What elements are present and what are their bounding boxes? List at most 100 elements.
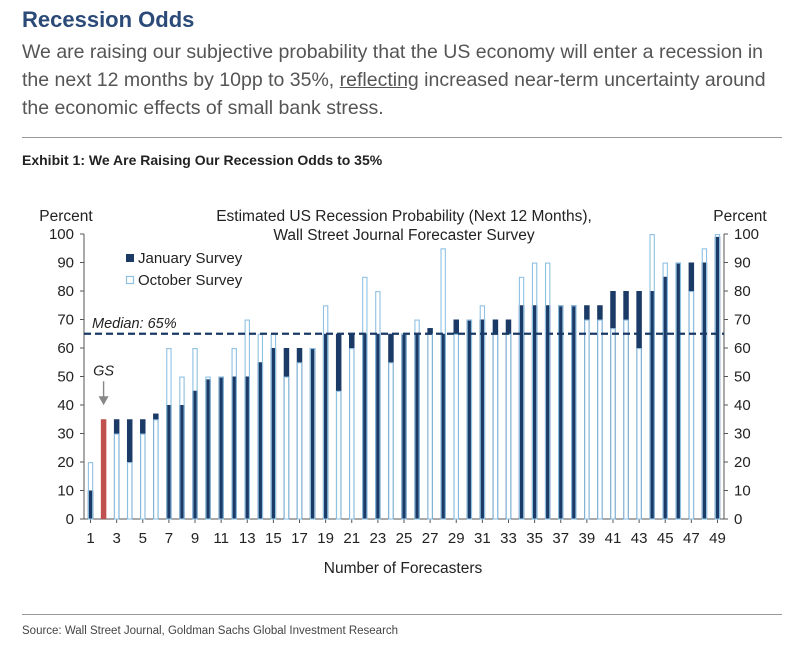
- x-tick-label: 15: [265, 530, 282, 547]
- january-bar: [375, 333, 381, 519]
- october-bar: [714, 234, 721, 520]
- y-tick-label-left: 20: [57, 454, 74, 471]
- y-tick-label-left: 90: [57, 255, 74, 272]
- october-bar: [610, 328, 616, 520]
- x-tick-label: 17: [291, 530, 308, 547]
- october-bar: [688, 291, 695, 520]
- january-bar: [205, 379, 211, 519]
- october-bar: [414, 319, 420, 520]
- intro-link-reflecting[interactable]: reflecting: [339, 69, 419, 91]
- october-bar: [675, 262, 681, 520]
- legend-label-january: January Survey: [138, 250, 243, 267]
- y-tick-label-right: 70: [734, 312, 751, 329]
- october-bar: [218, 376, 224, 520]
- october-bar: [153, 419, 159, 520]
- intro-text-end: increased near-term uncertainty around t…: [22, 69, 766, 119]
- y-tick-label-right: 100: [734, 226, 759, 243]
- x-tick-label: 43: [631, 530, 648, 547]
- x-tick-label: 11: [213, 530, 229, 547]
- january-bar: [649, 291, 655, 519]
- january-bar: [309, 348, 316, 519]
- y-tick-label-right: 60: [734, 340, 751, 357]
- bottom-divider: [22, 614, 782, 615]
- october-bar: [309, 348, 316, 520]
- october-bar: [192, 348, 198, 520]
- x-tick-label: 5: [139, 530, 147, 547]
- october-bar: [388, 362, 394, 520]
- y-tick-label-right: 0: [734, 511, 742, 528]
- january-bar: [87, 490, 94, 519]
- october-bar: [492, 333, 499, 520]
- october-bar: [636, 348, 642, 520]
- intro-paragraph: We are raising our subjective probabilit…: [22, 38, 792, 122]
- y-tick-label-right: 10: [734, 483, 751, 500]
- x-tick-label: 35: [526, 530, 543, 547]
- y-tick-label-left: 40: [57, 397, 74, 414]
- page-heading: Recession Odds: [22, 7, 195, 32]
- october-bar: [505, 333, 512, 520]
- y-tick-label-right: 50: [734, 369, 751, 386]
- x-tick-label: 27: [422, 530, 439, 547]
- october-bar: [113, 433, 120, 520]
- x-tick-label: 9: [191, 530, 199, 547]
- y-tick-label-left: 50: [57, 369, 74, 386]
- january-bar: [166, 405, 172, 519]
- october-bar: [322, 305, 329, 520]
- source-note: Source: Wall Street Journal, Goldman Sac…: [22, 625, 399, 637]
- legend-swatch-january: [126, 254, 134, 262]
- y-tick-label-right: 90: [734, 255, 751, 272]
- january-bar: [662, 276, 668, 519]
- january-bar: [714, 236, 721, 519]
- january-bar: [544, 305, 551, 519]
- october-bar: [296, 362, 303, 520]
- january-bar: [701, 262, 708, 519]
- y-tick-label-left: 0: [66, 511, 74, 528]
- january-bar: [218, 376, 224, 519]
- gs-arrow-head: [98, 396, 109, 406]
- legend-swatch-october: [125, 275, 135, 285]
- y-tick-label-right: 30: [734, 426, 751, 443]
- october-bar: [662, 262, 668, 520]
- y-tick-label-left: 30: [57, 426, 74, 443]
- january-bar: [466, 319, 473, 519]
- january-bar: [244, 376, 251, 519]
- x-tick-label: 13: [239, 530, 256, 547]
- october-bar: [283, 376, 290, 520]
- y-tick-label-right: 40: [734, 397, 751, 414]
- october-bar: [649, 234, 655, 520]
- january-bar: [479, 319, 486, 519]
- gs-label: GS: [93, 363, 114, 379]
- october-bar: [466, 319, 472, 520]
- x-axis-label: Number of Forecasters: [324, 560, 483, 577]
- january-bar: [675, 262, 682, 519]
- y-tick-label-left: 10: [57, 483, 74, 500]
- x-tick-label: 49: [709, 530, 726, 547]
- october-bar: [336, 390, 342, 520]
- october-bar: [701, 248, 708, 520]
- january-bar: [362, 333, 368, 519]
- january-bar: [414, 333, 420, 519]
- october-bar: [179, 376, 185, 520]
- x-tick-label: 37: [552, 530, 569, 547]
- january-bar: [518, 305, 525, 519]
- y-tick-label-left: 60: [57, 340, 74, 357]
- october-bar: [453, 333, 459, 520]
- x-tick-label: 3: [112, 530, 120, 547]
- october-bar: [544, 262, 551, 520]
- october-bar: [231, 348, 237, 520]
- x-tick-label: 21: [343, 530, 360, 547]
- bar-series: [87, 234, 721, 520]
- chart-title: Estimated US Recession Probability (Next…: [216, 208, 592, 225]
- january-bar: [192, 390, 198, 519]
- october-bar: [440, 248, 446, 520]
- october-bar: [479, 305, 486, 520]
- x-tick-label: 31: [474, 530, 491, 547]
- october-bar: [531, 262, 538, 520]
- january-bar: [270, 348, 277, 519]
- chart-annotations: GS Median: 65%: [84, 316, 724, 519]
- x-tick-label: 33: [500, 530, 517, 547]
- october-bar: [375, 291, 381, 520]
- x-tick-label: 41: [605, 530, 622, 547]
- october-bar: [584, 319, 590, 520]
- october-bar: [87, 462, 94, 520]
